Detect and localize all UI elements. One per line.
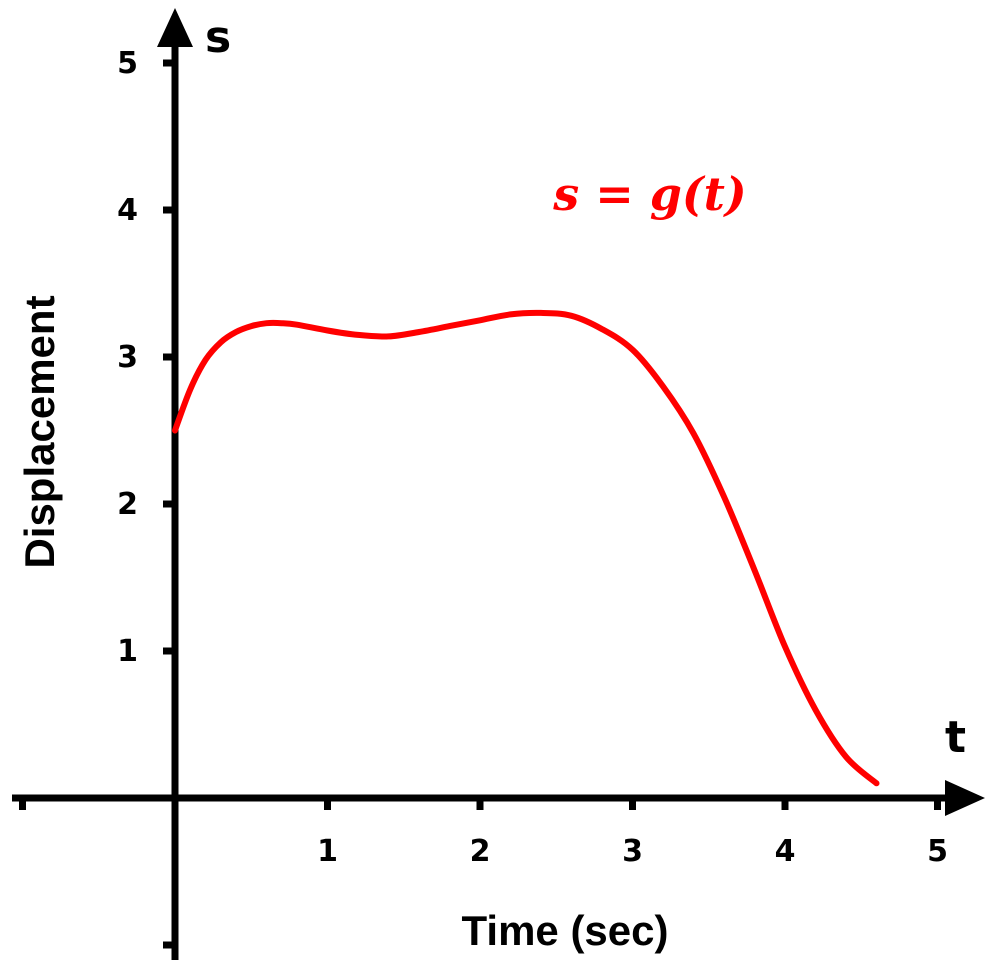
y-tick-label-3: 3	[117, 340, 138, 375]
y-axis-variable-label: s	[205, 12, 231, 63]
x-axis-variable-label: t	[945, 712, 966, 763]
ticks	[19, 59, 941, 949]
series-label: s = g(t)	[552, 167, 746, 221]
x-tick-5	[934, 798, 941, 810]
y-tick-label-5: 5	[117, 46, 138, 81]
y-tick-label-1: 1	[117, 634, 138, 669]
x-axis-title: Time (sec)	[462, 907, 669, 954]
x-tick-label-5: 5	[927, 834, 948, 869]
x-tick-label-4: 4	[775, 834, 796, 869]
y-tick-2	[163, 500, 175, 508]
y-tick-1	[163, 647, 175, 655]
x-tick-label-3: 3	[622, 834, 643, 869]
y-tick-label-4: 4	[117, 193, 138, 228]
x-tick-1	[324, 798, 331, 810]
y-tick-3	[163, 353, 175, 361]
y-axis-arrowhead	[157, 8, 193, 47]
x-tick-label-1: 1	[317, 834, 338, 869]
series-line-g-of-t	[172, 309, 880, 787]
y-tick-negative	[163, 941, 175, 949]
tick-labels: 1 2 3 4 5 1 2 3 4 5	[117, 46, 948, 869]
y-axis-title: Displacement	[16, 295, 63, 568]
x-tick-label-2: 2	[470, 834, 491, 869]
axes	[12, 8, 985, 960]
y-tick-label-2: 2	[117, 487, 138, 522]
x-tick-2	[476, 798, 484, 810]
y-tick-4	[163, 206, 175, 214]
y-tick-5	[163, 59, 175, 67]
x-axis-arrowhead	[945, 780, 985, 816]
x-tick-4	[781, 798, 789, 810]
x-tick-negative	[19, 798, 26, 810]
x-tick-3	[629, 798, 636, 810]
